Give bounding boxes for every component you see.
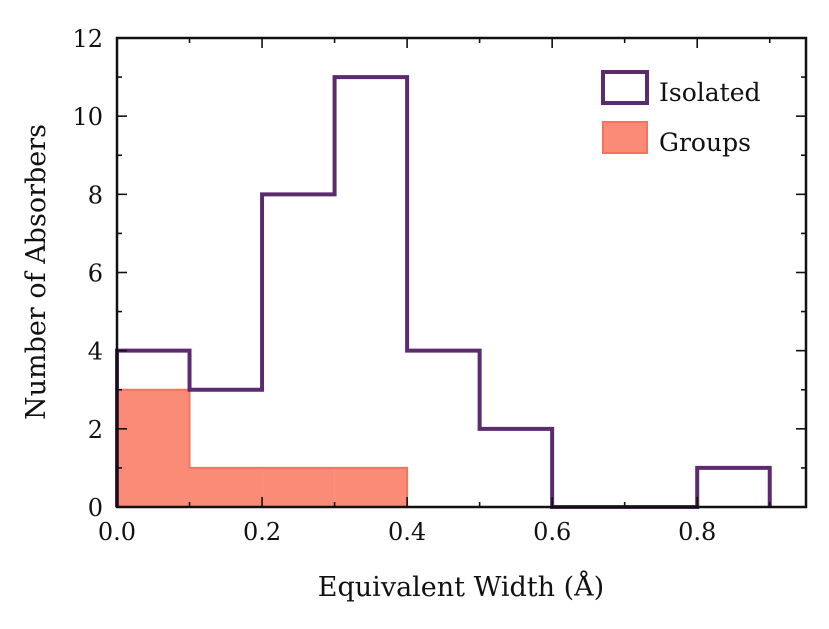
y-axis-label: Number of Absorbers [21,124,52,420]
y-tick-label: 6 [88,260,103,288]
x-tick-label: 0.0 [98,518,136,546]
groups-bar [117,389,190,507]
plot-frame [115,36,808,509]
tick-labels: 0.0 0.2 0.4 0.6 0.8 0 2 4 6 8 10 12 [72,25,716,546]
x-tick-label: 0.6 [533,518,571,546]
y-tick-label: 4 [88,338,103,366]
groups-bar [262,467,335,507]
y-tick-label: 2 [88,416,103,444]
axis-ticks [116,37,806,508]
legend: Isolated Groups [601,70,761,157]
groups-series [116,388,409,507]
y-tick-label: 0 [88,494,103,522]
groups-outline [116,388,409,507]
legend-swatch-isolated [601,70,649,105]
groups-bar [334,467,408,507]
legend-label-groups: Groups [659,128,751,157]
legend-label-isolated: Isolated [659,78,761,107]
x-tick-label: 0.8 [678,518,716,546]
y-tick-label: 12 [72,25,103,53]
x-tick-label: 0.2 [243,518,281,546]
groups-bar [189,467,263,507]
x-axis-label: Equivalent Width (Å) [318,570,604,603]
y-tick-label: 8 [88,181,103,209]
legend-swatch-groups [602,121,648,154]
y-tick-label: 10 [72,103,103,131]
x-tick-label: 0.4 [388,518,426,546]
